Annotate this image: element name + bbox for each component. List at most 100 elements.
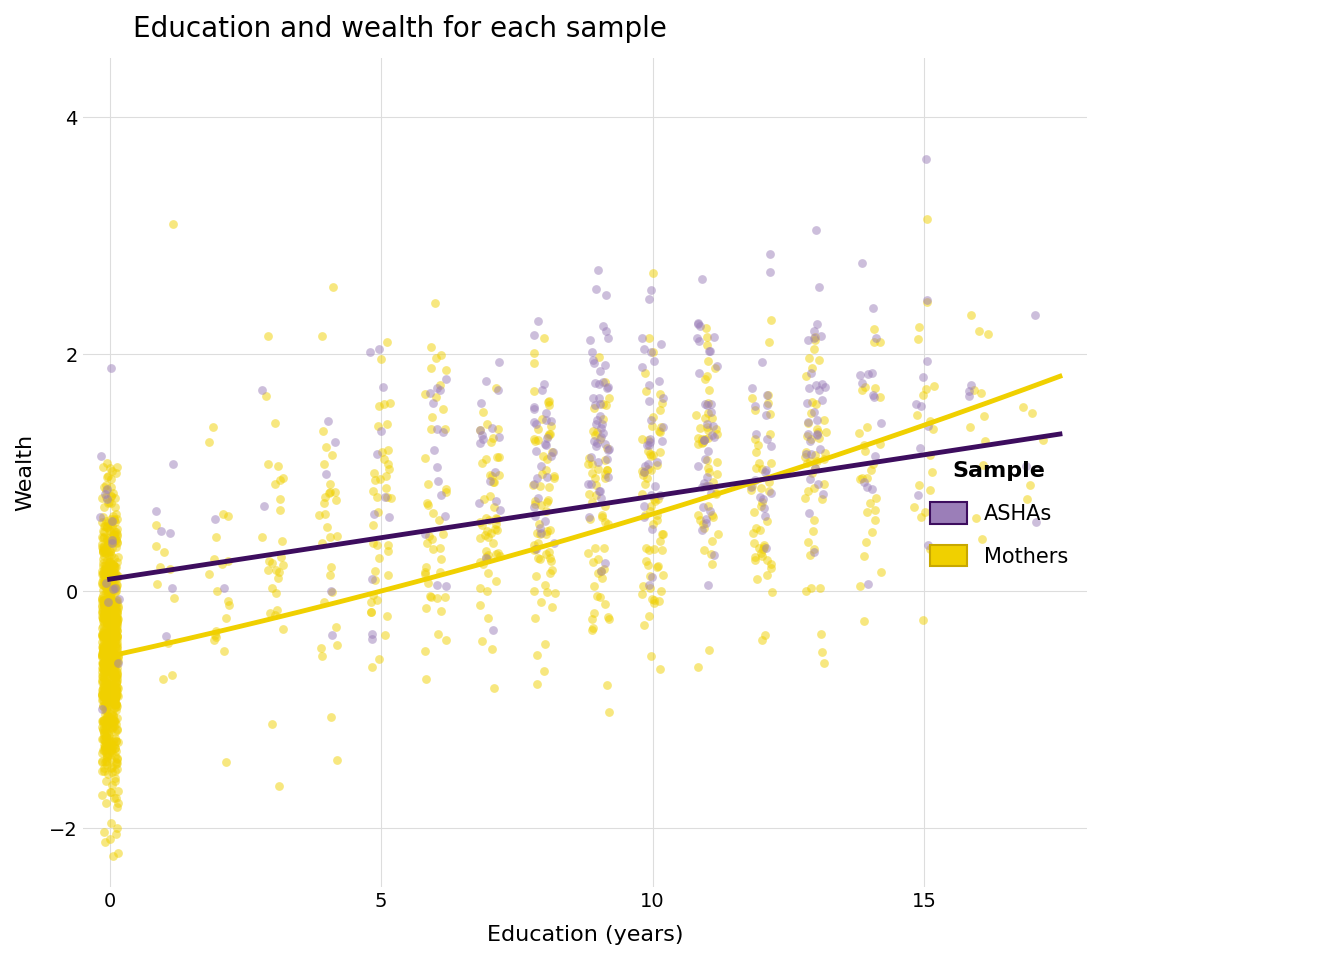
Point xyxy=(101,570,122,586)
Point xyxy=(478,513,500,528)
Point xyxy=(101,651,122,666)
Point xyxy=(98,646,120,661)
Point xyxy=(103,696,125,711)
Point xyxy=(269,779,290,794)
Point xyxy=(93,629,114,644)
Point xyxy=(95,561,117,576)
Point xyxy=(750,522,771,538)
Point xyxy=(99,596,121,612)
Point xyxy=(95,643,117,659)
Point xyxy=(99,707,121,722)
Point xyxy=(103,627,125,642)
Point xyxy=(754,540,775,555)
Point xyxy=(755,540,777,556)
Point xyxy=(106,657,128,672)
Point xyxy=(102,612,124,628)
Point xyxy=(801,361,823,376)
Point xyxy=(98,641,120,657)
Point xyxy=(95,533,117,548)
Point xyxy=(102,690,124,706)
Point xyxy=(95,662,117,678)
Point xyxy=(106,647,128,662)
Point xyxy=(91,644,113,660)
Point xyxy=(474,527,496,542)
Point xyxy=(758,474,780,490)
Point xyxy=(524,509,546,524)
Point xyxy=(95,629,117,644)
Point xyxy=(321,709,343,725)
Point xyxy=(101,517,122,533)
Point xyxy=(93,669,114,684)
Point xyxy=(94,727,116,742)
Point xyxy=(642,592,664,608)
Point xyxy=(582,622,603,637)
Point xyxy=(703,474,724,490)
Point xyxy=(320,476,341,492)
Point xyxy=(93,656,114,671)
Point xyxy=(423,443,445,458)
Point xyxy=(98,537,120,552)
Point xyxy=(473,431,495,446)
Point xyxy=(93,479,114,494)
Point xyxy=(484,465,505,480)
Point xyxy=(540,448,562,464)
Point xyxy=(523,415,544,430)
Point xyxy=(745,550,766,565)
Point xyxy=(535,405,556,420)
Point xyxy=(578,509,599,524)
Point xyxy=(415,600,437,615)
Point xyxy=(99,635,121,650)
Point xyxy=(95,682,117,697)
Point xyxy=(94,604,116,619)
Point xyxy=(105,696,126,711)
Point xyxy=(91,692,113,708)
Point xyxy=(698,383,719,398)
Point xyxy=(203,633,224,648)
Point xyxy=(581,449,602,465)
Point xyxy=(91,515,113,530)
Point xyxy=(91,536,113,551)
Point xyxy=(484,474,505,490)
Point xyxy=(263,415,285,430)
Point xyxy=(261,580,282,595)
Point xyxy=(106,638,128,654)
Point xyxy=(93,665,114,681)
Point xyxy=(474,549,496,564)
Point xyxy=(320,484,341,499)
Point xyxy=(308,508,329,523)
Point xyxy=(313,495,335,511)
Point xyxy=(95,745,117,760)
Point xyxy=(93,530,114,545)
Point xyxy=(101,592,122,608)
Point xyxy=(638,394,660,409)
Point xyxy=(97,757,118,773)
Point xyxy=(105,609,126,624)
Point xyxy=(703,547,724,563)
Point xyxy=(98,585,120,600)
Point xyxy=(94,597,116,612)
Point xyxy=(594,436,616,451)
Point xyxy=(101,664,122,680)
Point xyxy=(93,565,114,581)
Point xyxy=(99,623,121,638)
Point xyxy=(91,755,113,770)
Point xyxy=(106,596,128,612)
Point xyxy=(97,682,118,697)
X-axis label: Education (years): Education (years) xyxy=(487,925,683,945)
Point xyxy=(91,698,113,713)
Point xyxy=(99,543,121,559)
Point xyxy=(652,419,673,434)
Point xyxy=(851,254,872,270)
Point xyxy=(98,708,120,724)
Point xyxy=(212,506,234,521)
Point xyxy=(427,473,449,489)
Point xyxy=(95,514,117,529)
Point xyxy=(101,572,122,588)
Point xyxy=(649,487,671,502)
Point xyxy=(95,729,117,744)
Point xyxy=(94,639,116,655)
Point xyxy=(477,547,499,563)
Point xyxy=(417,495,438,511)
Point xyxy=(594,498,616,514)
Point xyxy=(103,560,125,575)
